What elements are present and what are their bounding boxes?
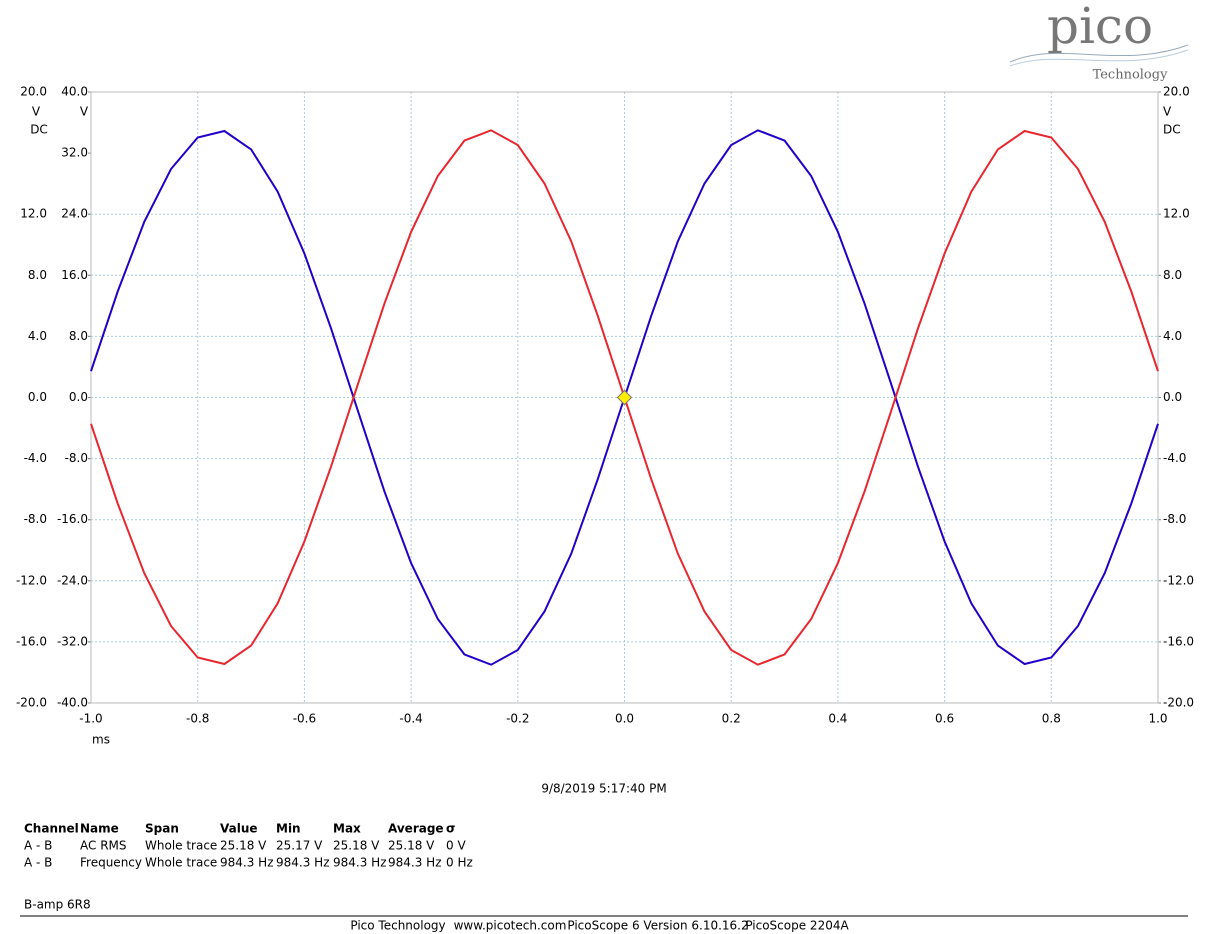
y-tick-label: 12.0 — [1163, 207, 1190, 221]
table-header: Average — [388, 822, 444, 836]
table-cell: 984.3 Hz — [388, 856, 442, 870]
y-tick-label: -16.0 — [1163, 634, 1194, 648]
y-tick-label: -16.0 — [57, 512, 88, 526]
y-tick-label: 4.0 — [1163, 329, 1182, 343]
table-header: Channel — [24, 822, 79, 836]
y-tick-label: 0.0 — [1163, 390, 1182, 404]
y-tick-label: -20.0 — [1163, 696, 1194, 710]
table-header: Span — [145, 822, 179, 836]
table-header: Value — [220, 822, 258, 836]
y-tick-label: 40.0 — [61, 85, 88, 99]
x-tick-label: 0.6 — [935, 712, 954, 726]
y-tick-label: 24.0 — [61, 207, 88, 221]
table-cell: 984.3 Hz — [220, 856, 274, 870]
table-cell: Whole trace — [145, 856, 217, 870]
table-cell: A - B — [24, 856, 52, 870]
y3-unit: V — [80, 105, 89, 119]
logo-name: pico — [1047, 0, 1153, 55]
x-tick-label: -1.0 — [79, 712, 102, 726]
y-tick-label: -32.0 — [57, 634, 88, 648]
y-tick-label: -12.0 — [1163, 573, 1194, 587]
table-cell: 25.18 V — [333, 839, 380, 853]
table-cell: 984.3 Hz — [276, 856, 330, 870]
y-tick-label: -8.0 — [1163, 512, 1186, 526]
y-tick-label: -40.0 — [57, 696, 88, 710]
y-tick-label: -4.0 — [1163, 451, 1186, 465]
x-tick-label: 0.2 — [722, 712, 741, 726]
table-cell: Whole trace — [145, 839, 217, 853]
x-tick-label: -0.8 — [186, 712, 209, 726]
y-tick-label: 16.0 — [61, 268, 88, 282]
table-cell: 0 V — [446, 839, 466, 853]
table-cell: 25.18 V — [220, 839, 267, 853]
x-tick-label: 0.4 — [828, 712, 847, 726]
footer-item: Pico Technology — [350, 919, 445, 933]
plot-frame — [90, 91, 1159, 704]
y-tick-label: -8.0 — [65, 451, 88, 465]
y-tick-label: 8.0 — [28, 268, 47, 282]
table-header: Name — [80, 822, 119, 836]
table-cell: 984.3 Hz — [333, 856, 387, 870]
y-tick-label: 20.0 — [20, 85, 47, 99]
x-tick-label: -0.2 — [506, 712, 529, 726]
y-tick-label: 20.0 — [1163, 85, 1190, 99]
y-tick-label: 4.0 — [28, 329, 47, 343]
table-header: Max — [333, 822, 361, 836]
y-tick-label: 12.0 — [20, 207, 47, 221]
footer-item: PicoScope 6 Version 6.10.16.2 — [567, 919, 748, 933]
table-cell: 0 Hz — [446, 856, 473, 870]
y2-unit: V — [1163, 105, 1172, 119]
table-cell: Frequency — [80, 856, 142, 870]
x-tick-label: 0.8 — [1042, 712, 1061, 726]
footer-item: PicoScope 2204A — [745, 919, 849, 933]
table-header: Min — [276, 822, 301, 836]
y-tick-label: 32.0 — [61, 146, 88, 160]
y2-coupling: DC — [1163, 123, 1181, 137]
footer-item: www.picotech.com — [454, 919, 567, 933]
y-tick-label: -24.0 — [57, 573, 88, 587]
timestamp: 9/8/2019 5:17:40 PM — [541, 782, 666, 796]
y-tick-label: -12.0 — [16, 573, 47, 587]
table-cell: AC RMS — [80, 839, 127, 853]
table-cell: A - B — [24, 839, 52, 853]
y-tick-label: -8.0 — [24, 512, 47, 526]
y-tick-label: 0.0 — [28, 390, 47, 404]
y-tick-label: -20.0 — [16, 696, 47, 710]
x-tick-label: 1.0 — [1148, 712, 1167, 726]
x-tick-label: -0.4 — [399, 712, 422, 726]
logo-tagline: Technology — [1093, 68, 1169, 83]
x-tick-label: -0.6 — [293, 712, 316, 726]
logo-swoosh — [1009, 49, 1189, 67]
y-tick-label: 0.0 — [69, 390, 88, 404]
table-header: σ — [446, 822, 455, 836]
y-tick-label: -4.0 — [24, 451, 47, 465]
y-unit: V — [32, 105, 41, 119]
y-coupling: DC — [30, 123, 48, 137]
y-tick-label: 8.0 — [69, 329, 88, 343]
x-axis-label: ms — [92, 733, 110, 747]
table-cell: 25.17 V — [276, 839, 323, 853]
y-tick-label: -16.0 — [16, 634, 47, 648]
trigger-marker — [616, 389, 633, 406]
note: B-amp 6R8 — [24, 898, 91, 912]
logo-swoosh — [1009, 44, 1189, 63]
x-tick-label: 0.0 — [615, 712, 634, 726]
table-cell: 25.18 V — [388, 839, 435, 853]
y-tick-label: 8.0 — [1163, 268, 1182, 282]
